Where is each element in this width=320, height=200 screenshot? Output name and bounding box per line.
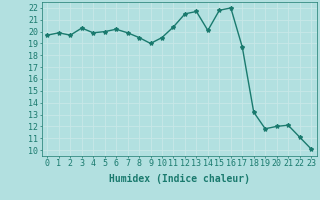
- X-axis label: Humidex (Indice chaleur): Humidex (Indice chaleur): [109, 174, 250, 184]
